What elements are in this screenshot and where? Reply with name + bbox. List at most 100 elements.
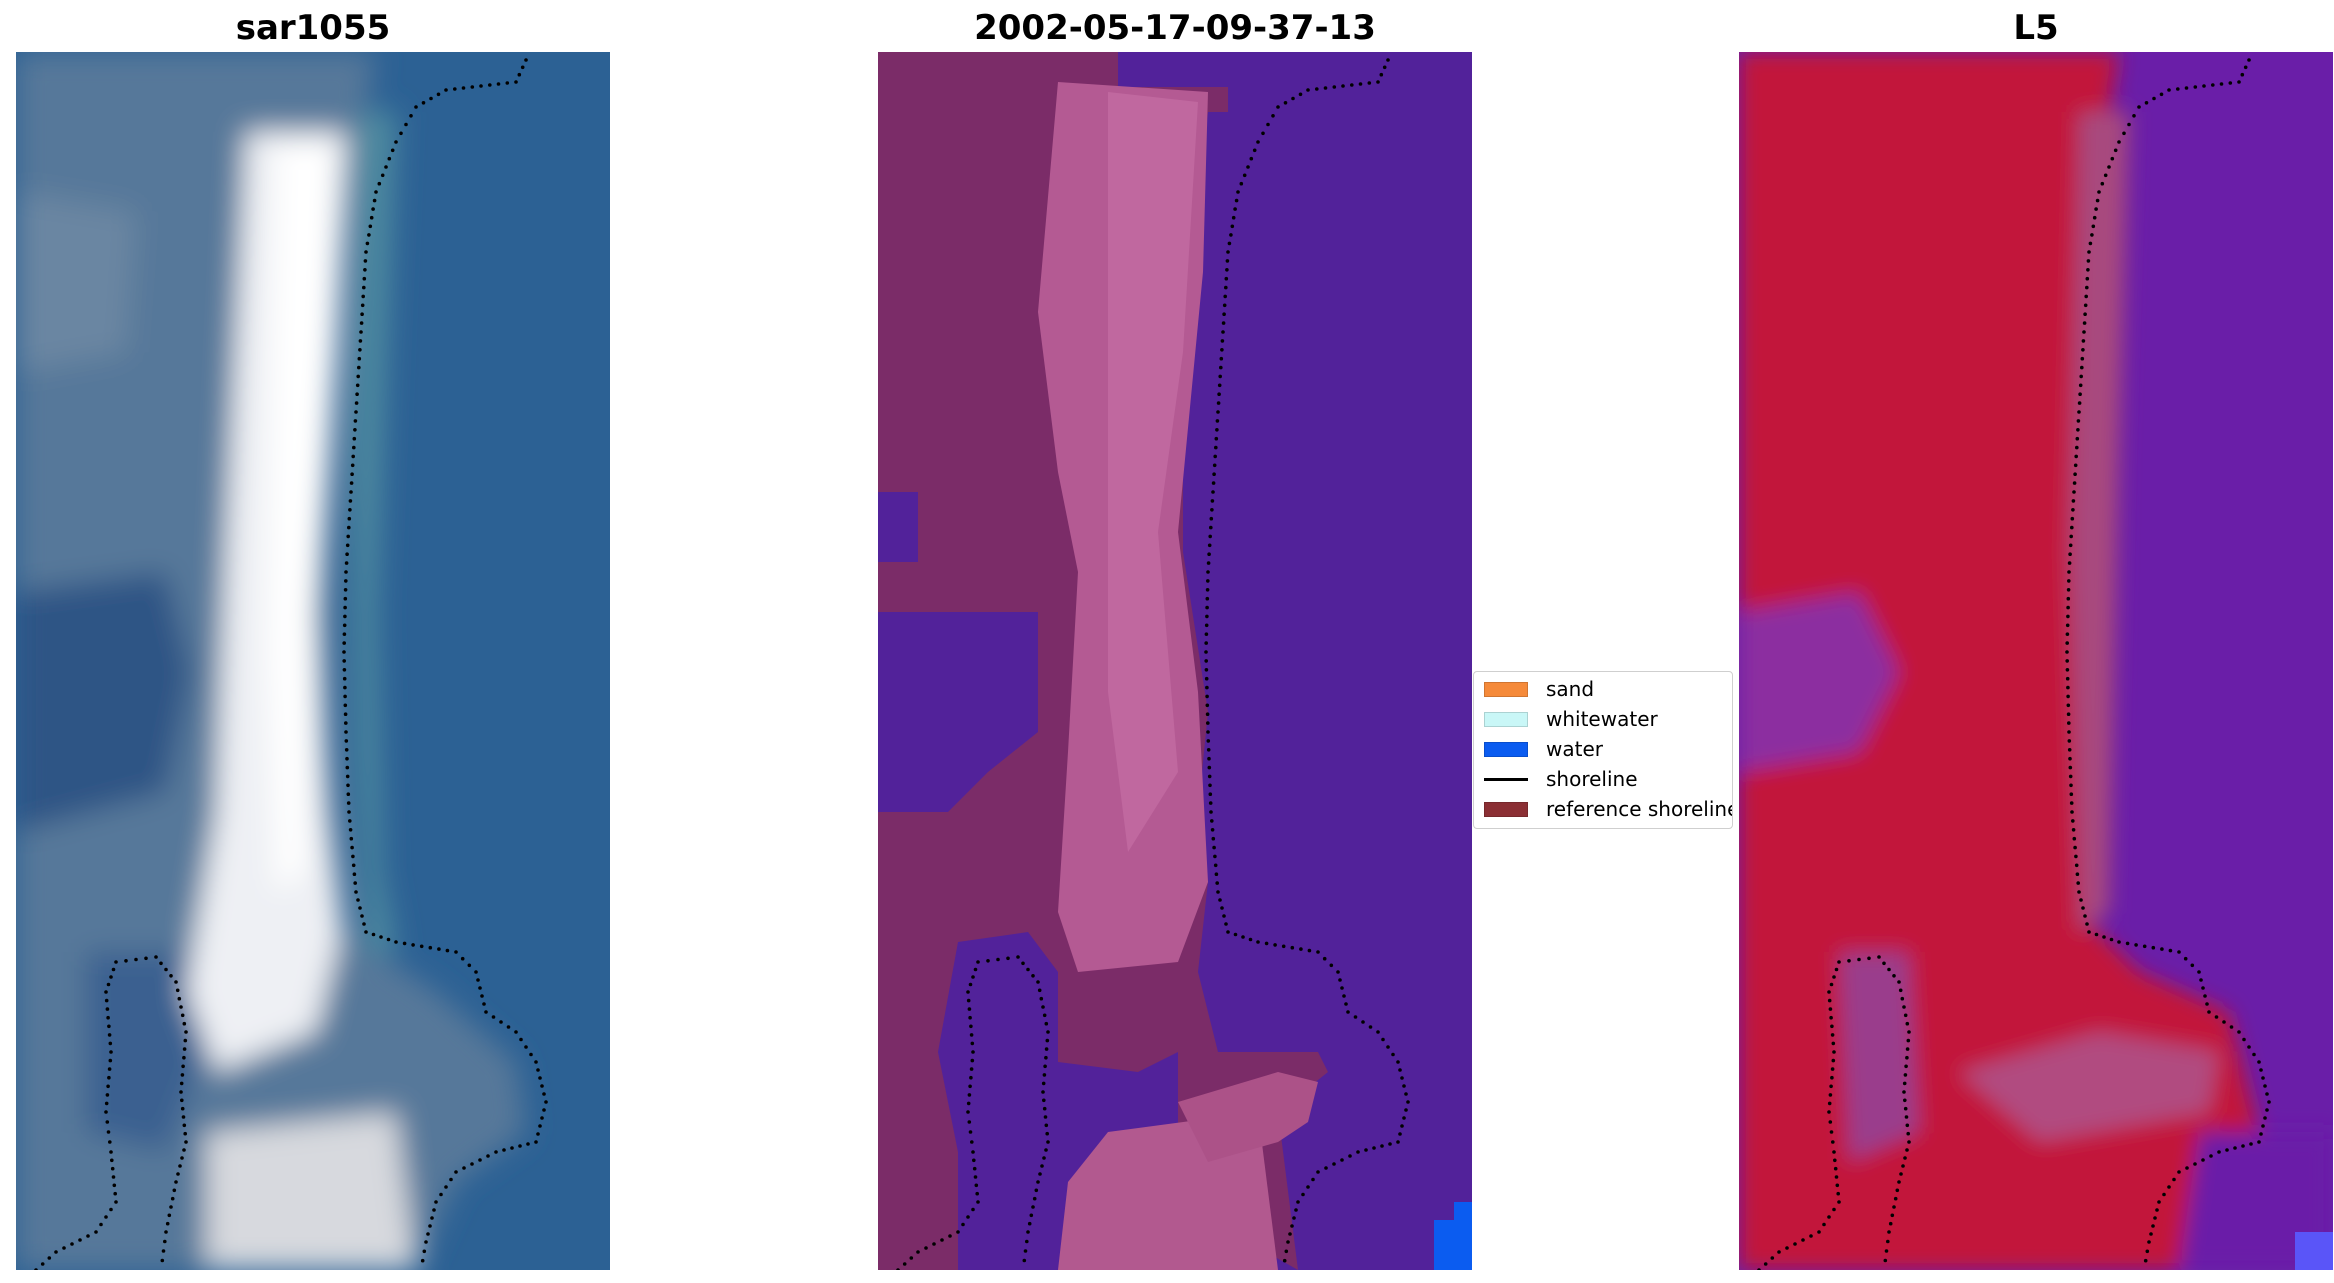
shoreline-dot <box>1323 86 1328 90</box>
shoreline-dot <box>2068 552 2072 556</box>
shoreline-dot <box>1341 84 1345 88</box>
shoreline-dot <box>1336 970 1340 974</box>
shoreline-dot <box>346 801 351 805</box>
shoreline-dot <box>544 1100 548 1104</box>
shoreline-dot <box>181 1064 185 1069</box>
legend-item-shoreline: shoreline <box>1480 764 1732 794</box>
shoreline-dot <box>1246 165 1250 169</box>
shoreline-dot <box>404 122 408 127</box>
shoreline-dot <box>902 1262 907 1266</box>
shoreline-dot <box>2240 72 2245 77</box>
shoreline-dot <box>2177 1170 2181 1174</box>
shoreline-dot <box>2067 739 2072 743</box>
shoreline-dot <box>542 1092 546 1096</box>
shoreline-dot <box>2070 516 2075 521</box>
shoreline-dot <box>1241 935 1245 939</box>
shoreline-dot <box>1226 250 1230 254</box>
shoreline-dot <box>2149 1232 2153 1236</box>
shoreline-dot <box>1218 898 1222 902</box>
shoreline-dot <box>2066 712 2071 716</box>
shoreline-dot <box>1877 955 1881 959</box>
shoreline-dot <box>368 224 373 229</box>
shoreline-dot <box>461 86 466 90</box>
shoreline-dot <box>394 940 398 944</box>
shoreline-dot <box>1211 490 1215 494</box>
shoreline-dot <box>1224 285 1228 290</box>
shoreline-dot <box>445 948 450 953</box>
shoreline-dot <box>968 1130 973 1134</box>
shoreline-dot <box>351 863 356 868</box>
shoreline-dot <box>2197 970 2201 974</box>
shoreline-dot <box>1340 1158 1344 1162</box>
shoreline-dot <box>2090 233 2094 237</box>
shoreline-dot <box>1836 1191 1840 1196</box>
shoreline-dot <box>2100 181 2105 186</box>
shoreline-dot <box>2117 140 2121 144</box>
shoreline-dot <box>1207 774 1212 779</box>
shoreline-dot <box>2076 881 2080 885</box>
shoreline-dot <box>110 1166 115 1171</box>
shoreline-dot <box>1832 1150 1836 1154</box>
shoreline-dot <box>352 436 357 441</box>
shoreline-dot <box>352 872 357 876</box>
shoreline-dot <box>1220 339 1225 343</box>
shoreline-dot <box>517 72 522 77</box>
shoreline-dot <box>344 748 349 752</box>
shoreline-dot <box>62 1246 66 1250</box>
shoreline-dot <box>2065 641 2069 645</box>
whitewater-swatch <box>1484 712 1528 727</box>
shoreline-dot <box>180 1156 184 1160</box>
shoreline-dot <box>343 596 348 601</box>
shoreline-dot <box>367 233 371 237</box>
shoreline-dot <box>1282 1258 1287 1263</box>
shoreline-dot <box>462 1166 466 1170</box>
shoreline-dot <box>1256 940 1260 944</box>
shoreline-dot <box>453 87 457 91</box>
shoreline-dot <box>1903 1156 1907 1160</box>
shoreline-dot <box>2065 650 2069 654</box>
shoreline-dot <box>1208 534 1212 539</box>
shoreline-dot <box>2122 131 2126 136</box>
shoreline-dot <box>1038 1172 1042 1176</box>
shoreline-dot <box>394 140 398 144</box>
shoreline-dot <box>1847 959 1851 963</box>
shoreline-dot <box>1382 65 1387 70</box>
shoreline-dot <box>1206 570 1210 574</box>
shoreline-dot <box>1831 1041 1836 1046</box>
shoreline-dot <box>518 1144 522 1148</box>
shoreline-dot <box>506 1025 511 1029</box>
shoreline-dot <box>1204 676 1209 681</box>
shoreline-dot <box>1217 383 1222 388</box>
shoreline-dot <box>1027 1221 1032 1226</box>
shoreline-dot <box>1215 428 1219 432</box>
shoreline-dot <box>1381 1037 1385 1042</box>
shoreline-dot <box>358 348 362 352</box>
shoreline-dot <box>348 819 352 823</box>
shoreline-dot <box>1222 303 1227 308</box>
shoreline-dot <box>2263 1084 2267 1088</box>
shoreline-dot <box>972 1166 977 1171</box>
shoreline-dot <box>2267 1100 2271 1104</box>
shoreline-dot <box>932 1242 936 1246</box>
shoreline-dot <box>182 1148 186 1152</box>
inner-shoreline-trace <box>896 955 1050 1270</box>
shoreline-dot <box>1902 1005 1906 1009</box>
shoreline-dot <box>2261 1124 2265 1128</box>
shoreline-dot <box>350 463 355 468</box>
shoreline-dot <box>924 1246 928 1250</box>
shoreline-dot <box>437 947 441 951</box>
shoreline-dot <box>1204 659 1208 663</box>
shoreline-dot <box>1905 1055 1909 1060</box>
shoreline-dot <box>1827 990 1831 994</box>
shoreline-dot <box>2086 259 2091 263</box>
shoreline-dot <box>109 1050 113 1054</box>
shoreline-dot <box>2167 1185 2171 1189</box>
shoreline-dot <box>390 148 395 153</box>
shoreline-dot <box>967 1120 972 1124</box>
shoreline-dot <box>2079 898 2083 902</box>
shoreline-dot <box>1210 499 1215 503</box>
shoreline-dot <box>2091 224 2096 229</box>
shoreline-dot <box>2069 801 2074 805</box>
shoreline-dot <box>2237 80 2241 84</box>
inner-shoreline-trace <box>34 955 188 1270</box>
